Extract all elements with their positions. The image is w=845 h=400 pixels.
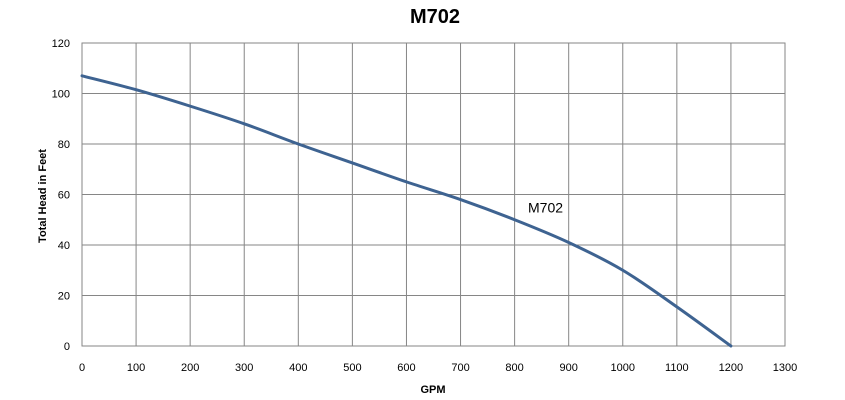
horizontal-gridlines	[82, 93, 785, 296]
x-tick-label: 400	[289, 362, 307, 374]
x-tick-label: 900	[560, 362, 578, 374]
x-tick-label: 0	[79, 362, 85, 374]
y-tick-label: 100	[52, 89, 70, 101]
x-tick-label: 100	[127, 362, 145, 374]
x-tick-label: 1300	[773, 362, 797, 374]
x-tick-label: 300	[235, 362, 253, 374]
x-tick-label: 600	[397, 362, 415, 374]
y-tick-labels: 0 20 40 60 80 100 120	[52, 38, 70, 353]
x-tick-label: 800	[505, 362, 523, 374]
y-tick-label: 60	[58, 190, 70, 202]
x-tick-label: 1100	[665, 362, 689, 374]
chart-title: M702	[409, 6, 461, 28]
x-tick-label: 1000	[611, 362, 635, 374]
y-tick-label: 20	[58, 291, 70, 303]
x-axis-label: GPM	[420, 384, 445, 396]
y-tick-label: 0	[64, 341, 70, 353]
y-axis-label: Total Head in Feet	[37, 149, 49, 243]
series-label-m702: M702	[528, 200, 563, 216]
y-tick-label: 40	[58, 240, 70, 252]
x-tick-label: 1200	[719, 362, 743, 374]
y-tick-label: 120	[52, 38, 70, 50]
x-tick-label: 700	[451, 362, 469, 374]
y-tick-label: 80	[58, 139, 70, 151]
x-tick-label: 200	[181, 362, 199, 374]
series-line-m702	[80, 74, 733, 348]
x-tick-labels: 0 100 200 300 400 500 600 700 800 900 1000 1100 1200…	[79, 362, 797, 374]
x-tick-label: 500	[343, 362, 361, 374]
